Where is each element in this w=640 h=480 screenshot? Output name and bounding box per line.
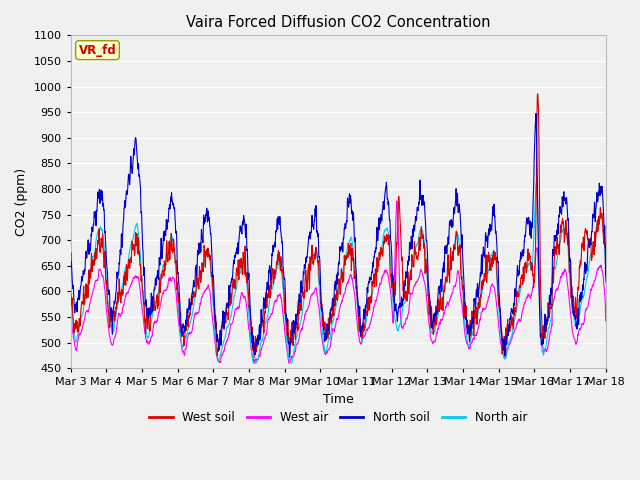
X-axis label: Time: Time bbox=[323, 393, 353, 406]
Text: VR_fd: VR_fd bbox=[79, 44, 116, 57]
Legend: West soil, West air, North soil, North air: West soil, West air, North soil, North a… bbox=[144, 407, 532, 429]
Y-axis label: CO2 (ppm): CO2 (ppm) bbox=[15, 168, 28, 236]
Title: Vaira Forced Diffusion CO2 Concentration: Vaira Forced Diffusion CO2 Concentration bbox=[186, 15, 490, 30]
